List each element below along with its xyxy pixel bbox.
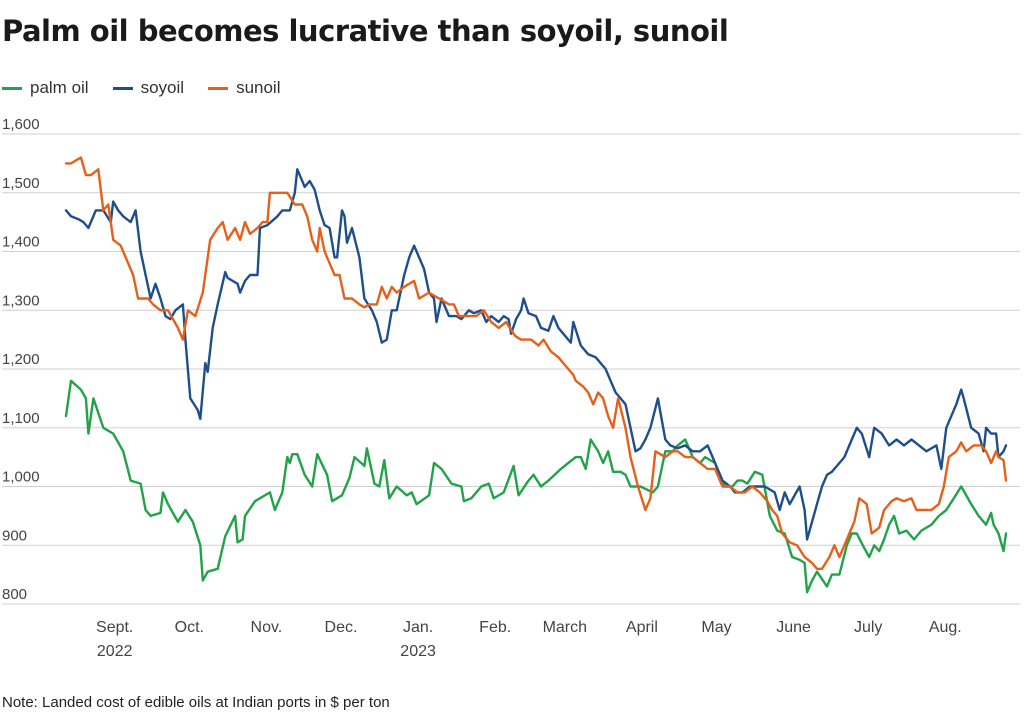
x-tick-label: Feb. <box>479 619 511 636</box>
y-tick-label: 800 <box>2 586 27 603</box>
y-tick-label: 1,300 <box>2 292 40 309</box>
x-tick-label: May <box>701 619 731 636</box>
x-tick-label: Oct. <box>175 619 204 636</box>
chart-note: Note: Landed cost of edible oils at Indi… <box>2 694 390 711</box>
legend-item-soyoil: soyoil <box>112 78 185 98</box>
y-tick-label: 1,500 <box>2 175 40 192</box>
y-tick-label: 1,400 <box>2 234 40 251</box>
y-tick-label: 1,000 <box>2 469 40 486</box>
x-tick-label: April <box>626 619 658 636</box>
x-tick-label: Aug. <box>929 619 962 636</box>
series-line-sunoil <box>64 156 1008 570</box>
y-tick-label: 1,100 <box>2 410 40 427</box>
y-tick-label: 1,600 <box>2 116 40 133</box>
y-axis: 1,600 1,500 1,400 1,300 1,200 1,100 1,000 900 80… <box>2 116 40 603</box>
x-tick-year-label: 2023 <box>400 643 436 660</box>
chart-title: Palm oil becomes lucrative than soyoil, … <box>2 14 729 48</box>
legend-label-palm-oil: palm oil <box>30 78 89 97</box>
y-tick-label: 1,200 <box>2 351 40 368</box>
x-tick-label: Jan. <box>403 619 433 636</box>
line-chart: 1,600 1,500 1,400 1,300 1,200 1,100 1,000 900 80… <box>2 116 1020 660</box>
x-tick-label: Dec. <box>325 619 358 636</box>
legend-swatch-soyoil <box>112 86 133 90</box>
y-tick-label: 900 <box>2 527 27 544</box>
x-tick-label: June <box>776 619 811 636</box>
x-tick-label: March <box>543 619 587 636</box>
series-lines <box>64 156 1008 594</box>
legend-item-sunoil: sunoil <box>208 78 280 98</box>
x-tick-label: Nov. <box>251 619 283 636</box>
x-axis: Sept. 2022 Oct. Nov. Dec. Jan. 2023 Feb. March Ap… <box>96 619 962 660</box>
x-tick-label: July <box>854 619 882 636</box>
legend-label-sunoil: sunoil <box>236 78 281 97</box>
legend-swatch-sunoil <box>208 86 229 90</box>
series-line-palm-oil <box>64 379 1008 594</box>
legend-item-palm-oil: palm oil <box>2 78 89 98</box>
gridlines <box>2 133 1020 605</box>
legend-swatch-palm-oil <box>2 86 22 90</box>
chart-legend: palm oil soyoil sunoil <box>2 78 280 98</box>
x-tick-label: Sept. <box>96 619 133 636</box>
x-tick-year-label: 2022 <box>97 643 133 660</box>
series-line-soyoil <box>64 168 1008 541</box>
legend-label-soyoil: soyoil <box>140 78 185 97</box>
